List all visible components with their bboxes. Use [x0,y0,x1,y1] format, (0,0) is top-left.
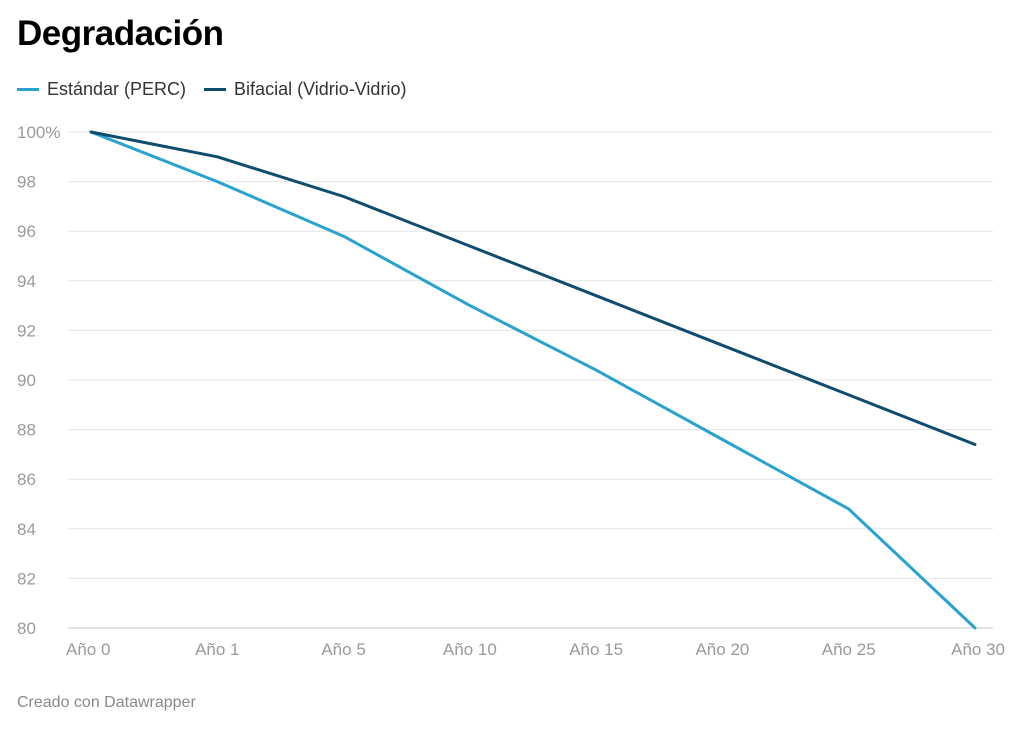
gridlines [68,131,993,629]
series-lines [89,130,977,630]
y-tick-label: 100% [17,123,60,142]
y-tick-label: 92 [17,321,36,340]
x-tick-label: Año 20 [695,640,749,659]
x-axis-labels: Año 0 Año 1 Año 5 Año 10 Año 15 Año 20 Año 25 A… [66,640,1005,659]
y-tick-label: 80 [17,619,36,638]
series-line-bifacial [89,130,977,446]
y-tick-label: 88 [17,421,36,440]
y-tick-label: 90 [17,371,36,390]
legend-item-bifacial: Bifacial (Vidrio-Vidrio) [204,79,406,100]
x-tick-label: Año 25 [822,640,876,659]
y-tick-label: 84 [17,520,36,539]
y-tick-label: 86 [17,470,36,489]
legend-swatch-estandar [17,87,39,91]
x-tick-label: Año 5 [321,640,365,659]
x-tick-label: Año 1 [195,640,239,659]
x-tick-label: Año 15 [569,640,623,659]
legend-item-estandar: Estándar (PERC) [17,79,186,100]
x-tick-label: Año 0 [66,640,110,659]
x-tick-label: Año 30 [951,640,1005,659]
footer-credit: Creado con Datawrapper [17,694,196,711]
chart-title: Degradación [17,14,224,53]
series-line-estandar [89,130,977,630]
legend-label-estandar: Estándar (PERC) [47,78,187,99]
x-tick-label: Año 10 [443,640,497,659]
y-tick-label: 82 [17,569,36,588]
y-tick-label: 96 [17,222,36,241]
legend-label-bifacial: Bifacial (Vidrio-Vidrio) [234,78,407,99]
y-tick-label: 98 [17,173,36,192]
y-axis-labels: 100% 98 96 94 92 90 88 86 84 82 80 [17,123,60,638]
y-tick-label: 94 [17,272,36,291]
legend: Estándar (PERC) Bifacial (Vidrio-Vidrio) [17,78,424,100]
legend-swatch-bifacial [204,87,227,91]
